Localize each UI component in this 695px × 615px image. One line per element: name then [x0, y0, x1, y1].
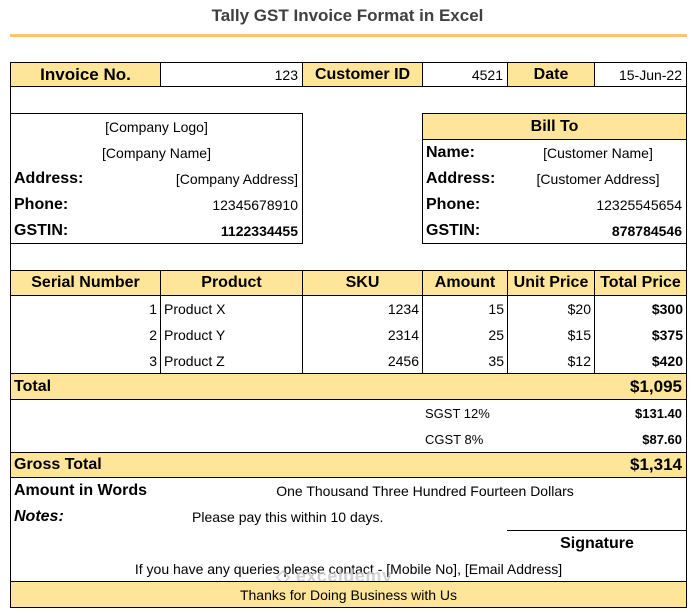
col-header-product: Product: [160, 270, 303, 296]
company-address-label: Address:: [14, 170, 84, 187]
queries-text: If you have any queries please contact -…: [134, 561, 563, 577]
invoice-value[interactable]: 123: [160, 62, 303, 87]
company-phone-value: 12345678910: [212, 197, 298, 213]
col-header-serial: Serial Number: [10, 270, 161, 296]
col-divider: [302, 295, 303, 374]
row1-total-price: $300: [651, 301, 683, 317]
customer-id-value[interactable]: 4521: [422, 62, 508, 87]
bill-address-value: [Customer Address]: [536, 171, 660, 187]
row2-serial: 2: [149, 327, 157, 343]
bill-name-label: Name:: [426, 144, 475, 161]
row1-serial: 1: [149, 301, 157, 317]
bill-phone-label: Phone:: [426, 196, 481, 213]
amount-words-value: One Thousand Three Hundred Fourteen Doll…: [276, 483, 574, 499]
total-value: $1,095: [630, 376, 682, 396]
bill-name-value: [Customer Name]: [543, 145, 653, 161]
thanks-bar: Thanks for Doing Business with Us: [10, 581, 687, 608]
col-divider: [507, 295, 508, 374]
total-label: Total: [14, 377, 52, 395]
row1-product: Product X: [164, 301, 226, 317]
customer-id-label: Customer ID: [302, 62, 423, 87]
row2-sku: 2314: [387, 327, 419, 343]
cgst-value: $87.60: [642, 431, 682, 447]
total-row: [10, 373, 687, 400]
bill-to-heading: Bill To: [422, 113, 687, 140]
gross-total-label: Gross Total: [14, 456, 102, 473]
bill-phone-value: 12325545654: [596, 197, 682, 213]
bill-address-label: Address:: [426, 170, 496, 187]
company-logo: [Company Logo]: [105, 119, 208, 135]
date-value[interactable]: 15-Jun-22: [594, 62, 687, 87]
col-divider: [160, 295, 161, 374]
col-header-unit-price: Unit Price: [507, 270, 595, 296]
company-address-value: [Company Address]: [175, 171, 298, 187]
invoice-label: Invoice No.: [10, 62, 161, 87]
page-title: Tally GST Invoice Format in Excel: [211, 6, 484, 25]
row1-amount: 15: [488, 301, 504, 317]
company-block: [10, 113, 303, 244]
notes-value: Please pay this within 10 days.: [192, 509, 384, 525]
col-header-amount: Amount: [422, 270, 508, 296]
bill-gstin-label: GSTIN:: [426, 222, 481, 239]
company-name: [Company Name]: [102, 145, 211, 161]
row3-serial: 3: [149, 353, 157, 369]
row3-unit-price: $12: [567, 353, 591, 369]
title-underline: [10, 34, 687, 37]
sgst-value: $131.40: [635, 405, 682, 421]
row2-total-price: $375: [651, 327, 683, 343]
col-divider: [422, 295, 423, 374]
sgst-label: SGST 12%: [425, 405, 490, 421]
row3-amount: 35: [488, 353, 504, 369]
company-phone-label: Phone:: [14, 196, 69, 213]
date-label: Date: [507, 62, 595, 87]
row3-product: Product Z: [164, 353, 225, 369]
row3-total-price: $420: [651, 353, 683, 369]
row1-unit-price: $20: [567, 301, 591, 317]
col-divider: [594, 295, 595, 374]
notes-label: Notes:: [14, 508, 64, 525]
signature-label: Signature: [560, 534, 634, 552]
row1-sku: 1234: [387, 301, 419, 317]
bill-gstin-value: 878784546: [611, 223, 682, 239]
col-header-total-price: Total Price: [594, 270, 687, 296]
row2-unit-price: $15: [567, 327, 591, 343]
gross-total-value: $1,314: [630, 455, 682, 474]
row2-product: Product Y: [164, 327, 226, 343]
company-gstin-label: GSTIN:: [14, 222, 69, 239]
row2-amount: 25: [488, 327, 504, 343]
cgst-label: CGST 8%: [425, 431, 484, 447]
row3-sku: 2456: [387, 353, 419, 369]
signature-line: [507, 530, 687, 531]
amount-words-label: Amount in Words: [14, 482, 148, 499]
gross-total-row: [10, 452, 687, 478]
col-header-sku: SKU: [302, 270, 423, 296]
company-gstin-value: 1122334455: [220, 223, 298, 239]
